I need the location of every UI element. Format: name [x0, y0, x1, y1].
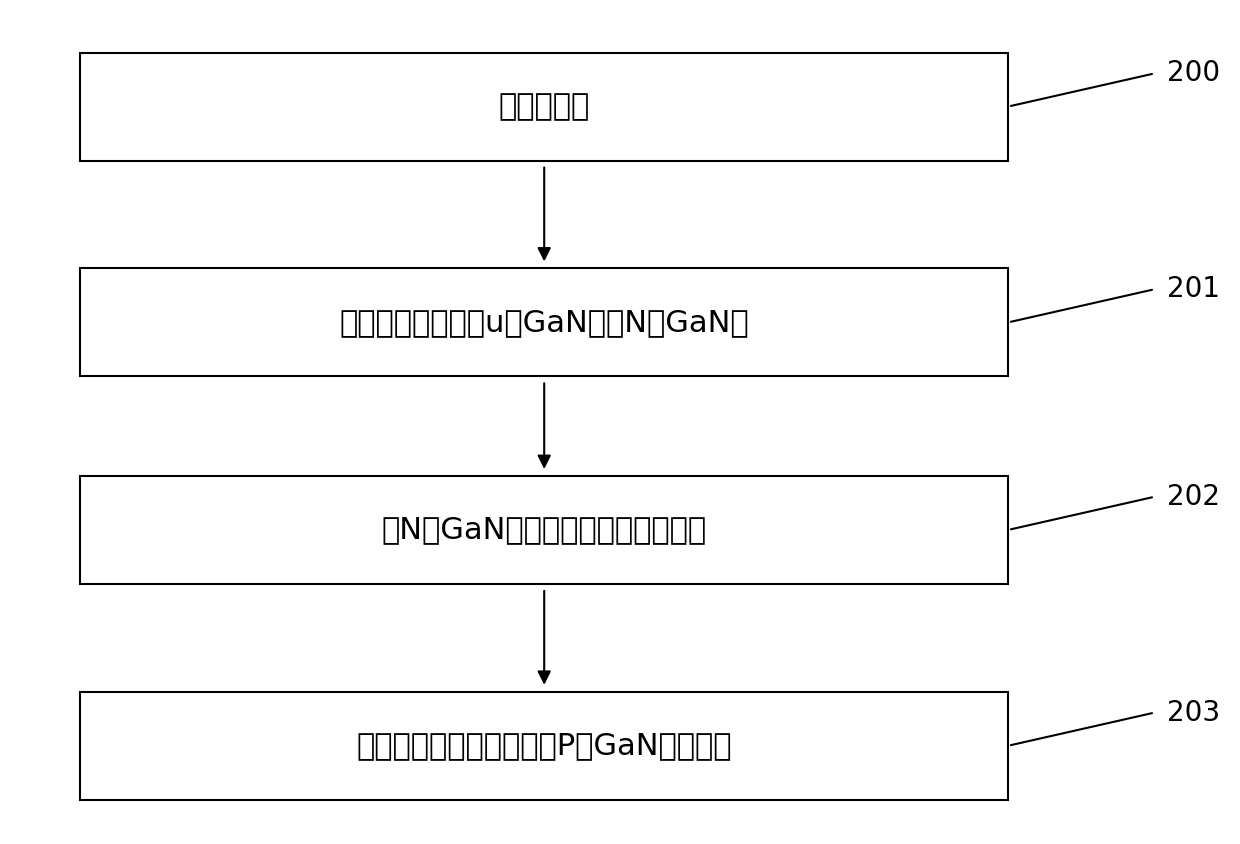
FancyBboxPatch shape [81, 476, 1008, 584]
FancyBboxPatch shape [81, 268, 1008, 376]
Text: 202: 202 [1167, 483, 1220, 511]
Text: 203: 203 [1167, 699, 1220, 727]
FancyBboxPatch shape [81, 692, 1008, 800]
Text: 在衬底上依次生长u型GaN层和N型GaN层: 在衬底上依次生长u型GaN层和N型GaN层 [340, 308, 749, 337]
Text: 201: 201 [1167, 275, 1220, 303]
Text: 200: 200 [1167, 59, 1220, 87]
Text: 在N型GaN层上生长多量子阱有源层: 在N型GaN层上生长多量子阱有源层 [382, 516, 707, 544]
FancyBboxPatch shape [81, 52, 1008, 160]
Text: 提供一衬底: 提供一衬底 [498, 92, 590, 121]
Text: 在多量子阱有源层上生长P型GaN载流子层: 在多量子阱有源层上生长P型GaN载流子层 [356, 731, 732, 760]
